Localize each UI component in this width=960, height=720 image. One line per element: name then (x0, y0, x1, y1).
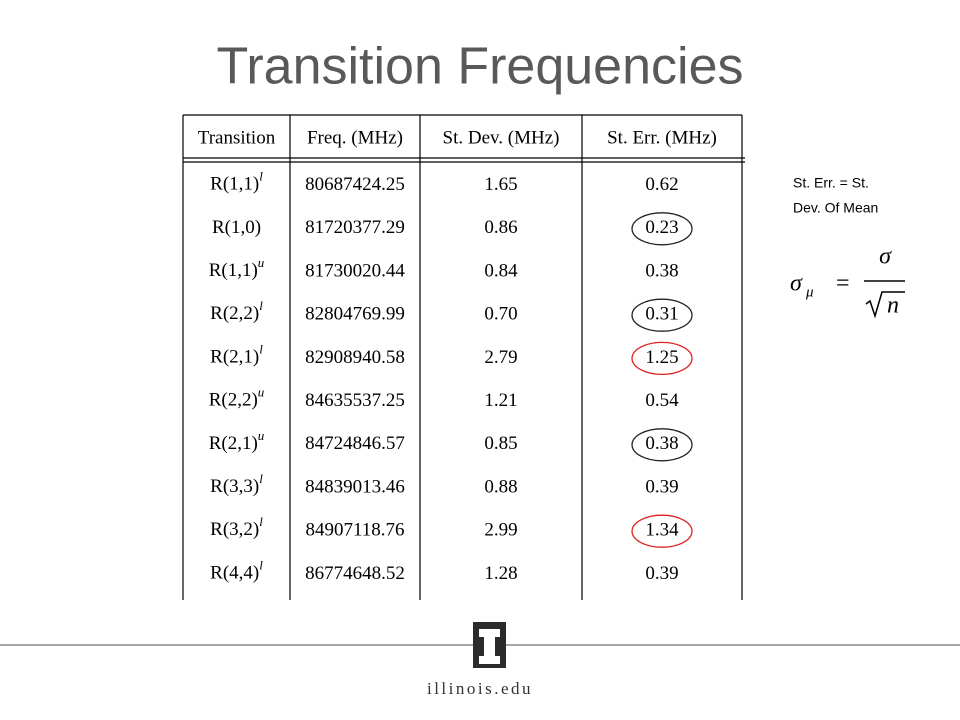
transition-cell: R(4,4)l (210, 557, 263, 583)
transition-name: R(2,2) (209, 390, 258, 411)
table-cell: 82908940.58 (305, 347, 405, 368)
transition-name: R(1,0) (212, 217, 261, 238)
transition-cell: R(1,1)l (210, 169, 263, 195)
table-cell: 0.23 (645, 217, 678, 238)
formula-numerator: σ (879, 244, 892, 270)
table-cell: 1.34 (645, 520, 679, 541)
formula-equals: = (836, 271, 850, 297)
transition-superscript: l (259, 169, 263, 184)
note-line: St. Err. = St. (793, 175, 869, 191)
transition-superscript: l (259, 341, 263, 356)
transition-superscript: l (259, 557, 263, 572)
column-header: Transition (198, 127, 276, 148)
table-cell: 84907118.76 (305, 520, 404, 541)
table-cell: 0.62 (645, 174, 678, 195)
transition-cell: R(2,2)u (209, 385, 265, 411)
transition-cell: R(2,1)l (210, 341, 263, 367)
table-cell: 81720377.29 (305, 217, 405, 238)
footer-text: illinois.edu (427, 679, 533, 698)
transition-name: R(2,2) (210, 304, 259, 325)
transition-cell: R(2,1)u (209, 428, 265, 454)
transition-name: R(3,2) (210, 520, 259, 541)
formula-subscript: μ (805, 284, 814, 300)
transition-cell: R(3,3)l (210, 471, 263, 497)
slide-title: Transition Frequencies (217, 38, 744, 96)
transition-cell: R(3,2)l (210, 514, 263, 540)
transition-name: R(1,1) (209, 260, 258, 281)
formula-denominator: n (887, 293, 899, 319)
table-cell: 0.86 (484, 217, 517, 238)
transition-cell: R(1,1)u (209, 255, 265, 281)
table-cell: 0.31 (645, 304, 678, 325)
highlight-circle (631, 298, 693, 332)
table-cell: 81730020.44 (305, 260, 405, 281)
transition-name: R(3,3) (210, 476, 259, 497)
table-cell: 84635537.25 (305, 390, 405, 411)
formula: σ μ = σ n (790, 244, 905, 319)
table-cell: 0.88 (484, 476, 517, 497)
transition-superscript: l (259, 514, 263, 529)
transition-cell: R(1,0) (212, 217, 261, 238)
transition-superscript: l (259, 298, 263, 313)
transition-cell: R(2,2)l (210, 298, 263, 324)
table-cell: 84724846.57 (305, 433, 405, 454)
logo (473, 622, 506, 668)
highlight-circle (631, 428, 693, 462)
table-cell: 86774648.52 (305, 563, 405, 584)
table-cell: 0.38 (645, 260, 678, 281)
table-cell: 82804769.99 (305, 304, 405, 325)
table-cell: 0.38 (645, 433, 678, 454)
transition-superscript: u (258, 255, 265, 270)
highlight-circle (631, 514, 693, 548)
transition-name: R(1,1) (210, 174, 259, 195)
transition-name: R(2,1) (209, 433, 258, 454)
table-cell: 0.85 (484, 433, 517, 454)
column-header: St. Dev. (MHz) (443, 127, 560, 148)
table-cell: 1.25 (645, 347, 678, 368)
table-cell: 0.70 (484, 304, 517, 325)
table-cell: 2.99 (484, 520, 517, 541)
radical-sign (865, 291, 905, 319)
column-header: Freq. (MHz) (307, 127, 403, 148)
table-cell: 0.84 (484, 260, 518, 281)
table-cell: 84839013.46 (305, 476, 405, 497)
logo-block-i (479, 629, 500, 664)
table-cell: 1.28 (484, 563, 517, 584)
transition-superscript: u (258, 385, 265, 400)
table-cell: 0.39 (645, 476, 678, 497)
highlight-circle (631, 341, 693, 376)
column-header: St. Err. (MHz) (607, 127, 717, 148)
transition-superscript: l (259, 471, 263, 486)
table-cell: 0.54 (645, 390, 679, 411)
table-cell: 1.21 (484, 390, 517, 411)
table-cell: 1.65 (484, 174, 517, 195)
transition-name: R(2,1) (210, 347, 259, 368)
transition-name: R(4,4) (210, 563, 259, 584)
formula-lhs: σ (790, 271, 803, 297)
transition-superscript: u (258, 428, 265, 443)
table-cell: 80687424.25 (305, 174, 405, 195)
table: Transition Freq. (MHz) St. Dev. (MHz) St. E… (182, 114, 745, 600)
table-cell: 0.39 (645, 563, 678, 584)
note-line: Dev. Of Mean (793, 200, 878, 216)
highlight-circle (631, 212, 693, 246)
table-cell: 2.79 (484, 347, 517, 368)
